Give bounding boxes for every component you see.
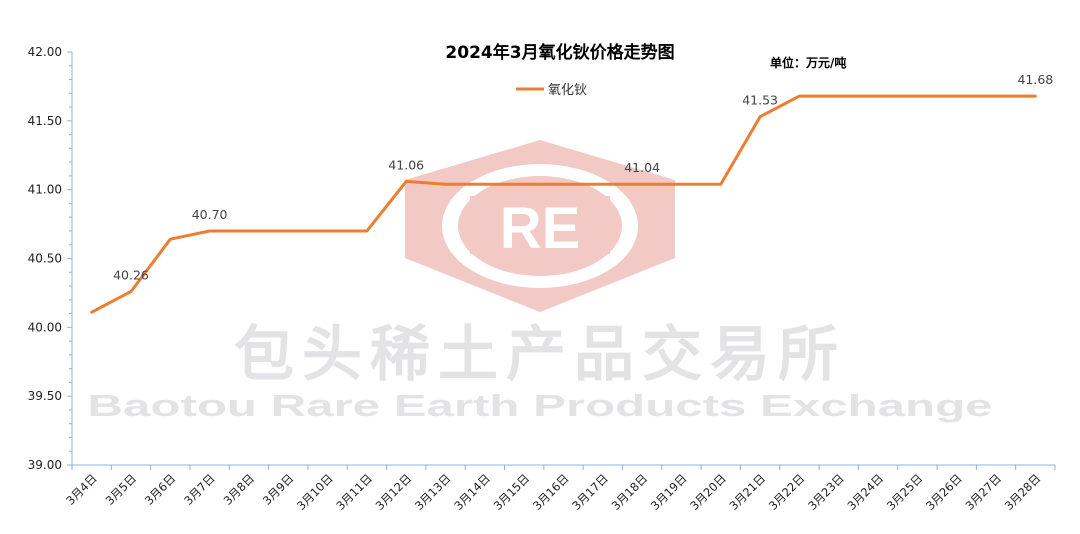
data-label: 40.70	[192, 207, 228, 222]
watermark-name-cn: 包头稀土产品交易所	[234, 320, 846, 390]
x-tick-label: 3月18日	[609, 471, 651, 513]
x-tick-label: 3月20日	[687, 471, 729, 513]
x-tick-label: 3月23日	[805, 471, 847, 513]
x-tick-label: 3月7日	[181, 471, 218, 508]
x-tick-label: 3月25日	[884, 471, 926, 513]
legend-label: 氧化钬	[548, 83, 587, 98]
data-label: 41.53	[742, 93, 778, 108]
y-tick-label: 39.50	[28, 389, 62, 403]
x-tick-label: 3月10日	[294, 471, 336, 513]
legend: 氧化钬	[516, 83, 587, 98]
x-tick-label: 3月15日	[491, 471, 533, 513]
x-tick-label: 3月12日	[373, 471, 415, 513]
x-tick-label: 3月6日	[142, 471, 179, 508]
x-axis: 3月4日 3月5日 3月6日 3月7日 3月8日 3月9日3月10日3月11日3月12日3…	[63, 465, 1056, 513]
y-tick-label: 42.00	[28, 45, 62, 59]
y-tick-label: 40.50	[28, 252, 62, 266]
x-tick-label: 3月17日	[569, 471, 611, 513]
data-label: 41.04	[624, 160, 660, 175]
x-tick-label: 3月28日	[1002, 471, 1044, 513]
x-tick-label: 3月24日	[844, 471, 886, 513]
y-tick-label: 40.00	[28, 320, 62, 334]
watermark-name-en: Baotou Rare Earth Products Exchange	[88, 388, 993, 423]
y-tick-label: 41.50	[28, 114, 62, 128]
y-tick-label: 39.00	[28, 458, 62, 472]
y-tick-label: 41.00	[28, 183, 62, 197]
x-tick-label: 3月27日	[962, 471, 1004, 513]
x-tick-label: 3月8日	[221, 471, 258, 508]
data-label: 40.26	[113, 268, 149, 283]
x-tick-label: 3月4日	[63, 471, 100, 508]
data-label: 41.06	[388, 157, 424, 172]
plot-area	[90, 94, 1037, 314]
x-tick-label: 3月21日	[727, 471, 769, 513]
data-labels: 40.26 40.70 41.06 41.04 41.53 41.68	[113, 72, 1053, 282]
x-tick-label: 3月9日	[260, 471, 297, 508]
watermark: RE 包头稀土产品交易所 Baotou Rare Earth Products …	[88, 140, 993, 423]
x-tick-label: 3月14日	[451, 471, 493, 513]
unit-note: 单位：万元/吨	[770, 55, 846, 70]
x-tick-label: 3月5日	[103, 471, 140, 508]
x-tick-label: 3月11日	[333, 471, 375, 513]
data-label: 41.68	[1017, 72, 1053, 87]
chart-title: 2024年3月氧化钬价格走势图	[445, 42, 674, 63]
x-tick-label: 3月16日	[530, 471, 572, 513]
re-logo-text: RE	[500, 196, 581, 261]
x-tick-label: 3月19日	[648, 471, 690, 513]
x-tick-label: 3月13日	[412, 471, 454, 513]
y-axis: 39.00 39.50 40.00 40.50 41.00 41.50 42.00	[28, 45, 72, 472]
x-tick-label: 3月22日	[766, 471, 808, 513]
series-line-holmium-oxide	[90, 94, 1037, 314]
x-tick-label: 3月26日	[923, 471, 965, 513]
